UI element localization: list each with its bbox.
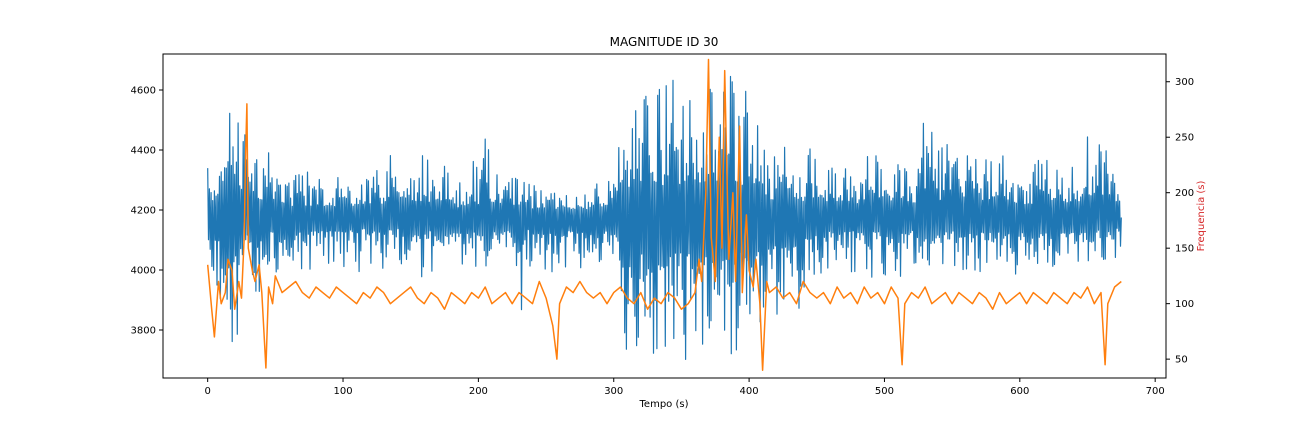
y2-tick-label: 150	[1175, 244, 1194, 255]
x-tick-label: 400	[740, 386, 759, 397]
x-tick-label: 100	[333, 386, 352, 397]
chart-title: MAGNITUDE ID 30	[610, 35, 719, 49]
y-tick-label: 4200	[131, 206, 156, 217]
y-tick-label: 4600	[131, 86, 156, 97]
series-1-line	[207, 75, 1122, 360]
x-tick-label: 700	[1146, 386, 1165, 397]
series-2-line	[206, 58, 1122, 371]
x-tick-label: 600	[1010, 386, 1029, 397]
series-2	[206, 58, 1122, 371]
y2-tick-label: 50	[1175, 355, 1188, 366]
axes-layer: 0 100 200 300 400 500 600 700 3800 4000 4200 4400 46…	[131, 53, 1194, 397]
x-tick-label: 200	[469, 386, 488, 397]
plot-frame	[162, 53, 1167, 379]
x-tick-label: 300	[604, 386, 623, 397]
y2-tick-label: 100	[1175, 299, 1194, 310]
y2-tick-label: 250	[1175, 133, 1194, 144]
y2-tick-label: 300	[1175, 77, 1194, 88]
y2-tick-label: 200	[1175, 188, 1194, 199]
x-tick-label: 500	[875, 386, 894, 397]
x-axis-title: Tempo (s)	[639, 399, 689, 410]
series-layer	[206, 58, 1122, 371]
y-tick-label: 3800	[131, 326, 156, 337]
y-tick-label: 4000	[131, 266, 156, 277]
x-tick-label: 0	[204, 386, 210, 397]
y-tick-label: 4400	[131, 146, 156, 157]
y2-axis-title: Frequencia (s)	[1196, 180, 1207, 251]
series-1	[207, 75, 1122, 360]
